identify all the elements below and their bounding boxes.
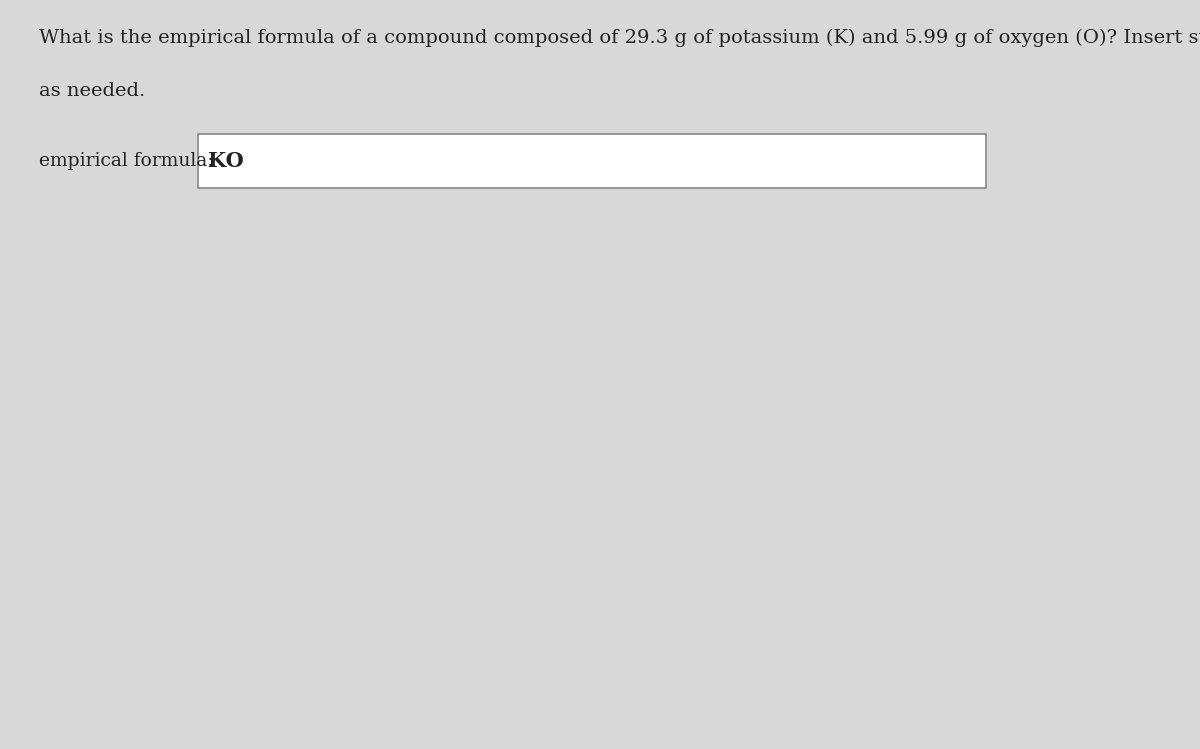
FancyBboxPatch shape [198,134,985,188]
Text: as needed.: as needed. [40,82,145,100]
Text: KO: KO [208,151,244,171]
Text: What is the empirical formula of a compound composed of 29.3 g of potassium (K) : What is the empirical formula of a compo… [40,28,1200,47]
Text: empirical formula:: empirical formula: [40,152,214,170]
